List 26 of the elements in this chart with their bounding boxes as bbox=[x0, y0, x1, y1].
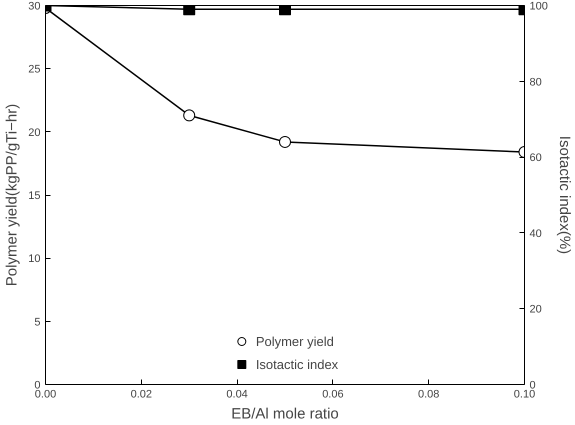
y-axis-title: Polymer yield(kgPP/gTi−hr) bbox=[3, 104, 20, 286]
y-tick-label: 20 bbox=[28, 126, 41, 139]
x-tick-label: 0.00 bbox=[34, 388, 56, 400]
y2-tick-label: 0 bbox=[530, 380, 536, 392]
y2-axis-title: Isotactic index(%) bbox=[556, 136, 573, 254]
x-tick-label: 0.10 bbox=[514, 388, 536, 400]
point bbox=[279, 136, 291, 148]
point bbox=[183, 109, 196, 122]
x-tick-label: 0.04 bbox=[226, 388, 248, 400]
y2-tick-label: 60 bbox=[530, 152, 542, 164]
legend-label: Isotactic index bbox=[256, 356, 338, 372]
y2-tick-label: 100 bbox=[530, 0, 548, 12]
y2-tick-label: 20 bbox=[530, 304, 542, 316]
y-tick-label: 25 bbox=[28, 64, 41, 76]
x-tick-label: 0.02 bbox=[130, 388, 152, 400]
y2-tick-label: 80 bbox=[530, 76, 542, 88]
y-tick-label: 0 bbox=[34, 380, 41, 392]
y-tick-label: 15 bbox=[28, 190, 41, 202]
legend-label: Polymer yield bbox=[256, 334, 334, 348]
y-tick-label: 30 bbox=[28, 0, 41, 12]
x-tick-label: 0.06 bbox=[322, 388, 344, 400]
y2-tick-label: 40 bbox=[530, 228, 542, 240]
x-tick-label: 0.08 bbox=[418, 388, 440, 400]
y-tick-label: 5 bbox=[34, 316, 41, 328]
y-tick-label: 10 bbox=[28, 253, 41, 266]
x-axis-title: EB/Al mole ratio bbox=[231, 406, 339, 422]
